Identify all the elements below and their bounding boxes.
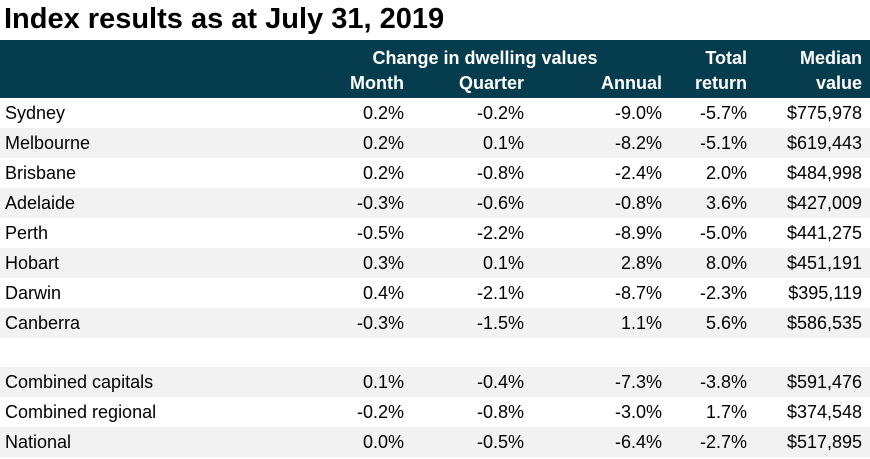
header-median: Median (800, 48, 863, 68)
region-name: Darwin (5, 282, 62, 303)
table-row: Darwin 0.4% -2.1% -8.7% -2.3% $395,119 (0, 278, 870, 308)
month-change: 0.2% (362, 162, 404, 183)
annual-change: -9.0% (614, 102, 663, 123)
table-row: Combined capitals 0.1% -0.4% -7.3% -3.8%… (0, 367, 870, 397)
median-value: $395,119 (788, 282, 863, 303)
header-blank (0, 69, 300, 98)
table-row: Melbourne 0.2% 0.1% -8.2% -5.1% $619,443 (0, 128, 870, 158)
page-title: Index results as at July 31, 2019 (4, 3, 445, 35)
index-results-table: Change in dwelling values Total Median M… (0, 40, 870, 457)
table-row: Brisbane 0.2% -0.8% -2.4% 2.0% $484,998 (0, 158, 870, 188)
month-change: 0.0% (362, 431, 404, 452)
table-row: Perth -0.5% -2.2% -8.9% -5.0% $441,275 (0, 218, 870, 248)
month-change: -0.5% (356, 222, 404, 243)
quarter-change: -0.5% (476, 431, 524, 452)
quarter-change: -0.6% (476, 192, 524, 213)
header-row-top: Change in dwelling values Total Median (0, 40, 870, 69)
month-change: -0.3% (356, 192, 404, 213)
header-total: Total (705, 48, 748, 68)
median-value: $619,443 (786, 132, 863, 153)
quarter-change: 0.1% (482, 132, 524, 153)
annual-change: -7.3% (614, 371, 663, 392)
median-value: $451,191 (786, 252, 863, 273)
total-return: -5.7% (699, 102, 748, 123)
quarter-change: -1.5% (476, 312, 524, 333)
total-return: 3.6% (705, 192, 748, 213)
month-change: 0.1% (362, 371, 404, 392)
table-row: Combined regional -0.2% -0.8% -3.0% 1.7%… (0, 397, 870, 427)
total-return: 8.0% (705, 252, 748, 273)
quarter-change: -2.2% (476, 222, 524, 243)
header-value: value (815, 73, 863, 93)
total-return: 5.6% (705, 312, 748, 333)
region-name: Hobart (5, 252, 60, 273)
month-change: 0.4% (362, 282, 404, 303)
region-name: Brisbane (5, 162, 77, 183)
header-return: return (695, 73, 748, 93)
region-name: Canberra (5, 312, 81, 333)
annual-change: -0.8% (614, 192, 663, 213)
month-change: 0.3% (362, 252, 404, 273)
total-return: -2.7% (699, 431, 748, 452)
table-row: Canberra -0.3% -1.5% 1.1% 5.6% $586,535 (0, 308, 870, 338)
median-value: $441,275 (786, 222, 863, 243)
region-name: Combined capitals (5, 371, 154, 392)
median-value: $427,009 (786, 192, 863, 213)
annual-change: 2.8% (620, 252, 663, 273)
region-name: Melbourne (5, 132, 91, 153)
table-row: Adelaide -0.3% -0.6% -0.8% 3.6% $427,009 (0, 188, 870, 218)
quarter-change: -0.2% (476, 102, 524, 123)
total-return: 1.7% (705, 401, 748, 422)
month-change: 0.2% (362, 132, 404, 153)
spacer-row (0, 338, 870, 367)
header-annual: Annual (601, 73, 663, 93)
quarter-change: -0.4% (476, 371, 524, 392)
annual-change: -3.0% (614, 401, 663, 422)
table-row: Hobart 0.3% 0.1% 2.8% 8.0% $451,191 (0, 248, 870, 278)
total-return: -5.1% (699, 132, 748, 153)
quarter-change: -0.8% (476, 162, 524, 183)
median-value: $591,476 (786, 371, 863, 392)
region-name: National (5, 431, 72, 452)
table-header: Change in dwelling values Total Median M… (0, 40, 870, 98)
annual-change: -2.4% (614, 162, 663, 183)
total-return: -5.0% (699, 222, 748, 243)
quarter-change: -2.1% (476, 282, 524, 303)
header-month: Month (350, 73, 404, 93)
annual-change: -8.7% (614, 282, 663, 303)
month-change: 0.2% (362, 102, 404, 123)
total-return: -2.3% (699, 282, 748, 303)
annual-change: -6.4% (614, 431, 663, 452)
median-value: $517,895 (786, 431, 863, 452)
quarter-change: 0.1% (482, 252, 524, 273)
annual-change: -8.9% (614, 222, 663, 243)
table-row: Sydney 0.2% -0.2% -9.0% -5.7% $775,978 (0, 98, 870, 128)
total-return: 2.0% (705, 162, 748, 183)
header-quarter: Quarter (458, 73, 524, 93)
total-return: -3.8% (699, 371, 748, 392)
median-value: $374,548 (786, 401, 863, 422)
annual-change: 1.1% (620, 312, 663, 333)
median-value: $775,978 (786, 102, 863, 123)
annual-change: -8.2% (614, 132, 663, 153)
header-blank (0, 40, 300, 69)
header-change-in-dwelling-values: Change in dwelling values (372, 48, 598, 68)
region-name: Adelaide (5, 192, 76, 213)
table-body: Sydney 0.2% -0.2% -9.0% -5.7% $775,978 M… (0, 98, 870, 457)
month-change: -0.2% (356, 401, 404, 422)
median-value: $586,535 (786, 312, 863, 333)
table-row: National 0.0% -0.5% -6.4% -2.7% $517,895 (0, 427, 870, 457)
spacer-cell (0, 338, 870, 367)
header-row-bottom: Month Quarter Annual return value (0, 69, 870, 98)
region-name: Perth (5, 222, 49, 243)
quarter-change: -0.8% (476, 401, 524, 422)
region-name: Combined regional (5, 401, 157, 422)
region-name: Sydney (5, 102, 66, 123)
median-value: $484,998 (786, 162, 863, 183)
month-change: -0.3% (356, 312, 404, 333)
